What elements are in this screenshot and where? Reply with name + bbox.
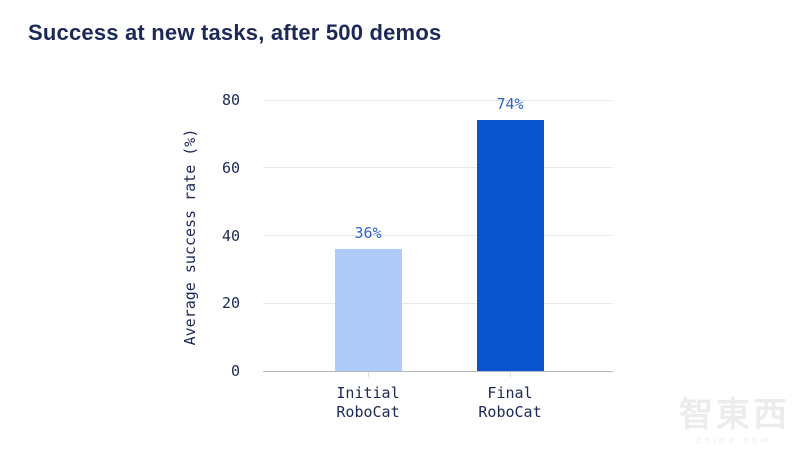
bar-final-robocat — [476, 120, 544, 371]
x-axis-line — [263, 370, 613, 372]
bar-initial-robocat — [334, 249, 402, 371]
gridline-40 — [263, 235, 613, 236]
gridline-20 — [263, 302, 613, 304]
y-tick-label-40: 40 — [221, 226, 240, 245]
x-tick-label-line: RoboCat — [478, 403, 542, 421]
x-tick-final-robocat — [510, 372, 511, 377]
zhidongxi-watermark-logo: 智東西 zhidx.com — [679, 397, 790, 445]
gridline-60 — [263, 167, 613, 169]
x-tick-label-final-robocat: Final RoboCat — [440, 384, 580, 422]
value-label-initial-robocat: 36% — [354, 224, 382, 243]
y-tick-label-20: 20 — [221, 294, 240, 313]
x-tick-label-initial-robocat: Initial RoboCat — [298, 384, 438, 422]
watermark-logo-text: 智東西 — [679, 396, 790, 434]
x-tick-initial-robocat — [368, 372, 369, 377]
value-label-final-robocat: 74% — [496, 95, 524, 114]
y-tick-label-80: 80 — [221, 91, 240, 109]
y-tick-label-60: 60 — [221, 158, 240, 177]
x-tick-label-line: RoboCat — [336, 403, 400, 421]
plot-area: 0 20 40 60 80 36% Initial RoboCat 74% Final RoboCa… — [222, 91, 613, 421]
watermark-domain-text: zhidx.com — [696, 435, 773, 445]
gridline-80 — [263, 99, 613, 101]
x-tick-label-line: Final — [487, 384, 533, 402]
chart-title: Success at new tasks, after 500 demos — [28, 20, 442, 45]
y-tick-label-0: 0 — [230, 362, 240, 380]
x-tick-label-line: Initial — [336, 384, 400, 402]
